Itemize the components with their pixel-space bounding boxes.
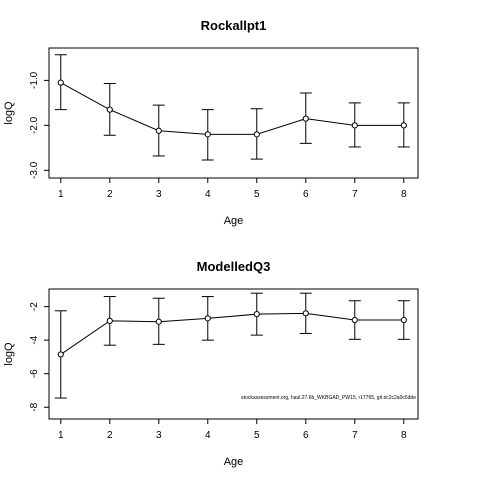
- data-point: [155, 127, 162, 134]
- y-tick-label: -2: [29, 302, 40, 311]
- y-tick-label: -2.0: [29, 116, 40, 134]
- x-tick-label: 1: [58, 430, 64, 441]
- data-point: [302, 115, 309, 122]
- data-point: [253, 311, 260, 318]
- x-tick-label: 4: [205, 189, 211, 200]
- series-line: [60, 82, 404, 135]
- y-tick-label: -6: [29, 369, 40, 378]
- x-tick-label: 4: [205, 430, 211, 441]
- x-tick-label: 8: [401, 430, 407, 441]
- x-tick-label: 5: [254, 430, 260, 441]
- y-axis-label: logQ: [3, 342, 15, 366]
- chart-title: Rockallpt1: [201, 18, 267, 33]
- plot-frame: [48, 288, 419, 420]
- data-point: [204, 315, 211, 322]
- data-point: [302, 310, 309, 317]
- source-annotation: stockassessment.org, haul.27.6b_WKBGAD_P…: [241, 395, 416, 401]
- data-point: [400, 316, 407, 324]
- x-tick-label: 1: [58, 189, 64, 200]
- x-tick-label: 3: [156, 189, 162, 200]
- series-line: [60, 312, 404, 355]
- x-axis-label: Age: [224, 456, 244, 468]
- x-tick-label: 2: [107, 189, 113, 200]
- data-point: [106, 106, 113, 113]
- chart-panel-1: Rockallpt1 1 2 3 4 5 6 7 8 Age -3.0 -2.0 -1.0 logQ: [3, 18, 419, 227]
- x-tick-label: 7: [352, 189, 358, 200]
- y-tick-label: -3.0: [29, 161, 40, 179]
- y-tick-label: -8: [29, 402, 40, 411]
- y-tick-label: -4: [29, 335, 40, 344]
- data-point: [57, 351, 64, 358]
- x-tick-label: 6: [303, 430, 309, 441]
- plot-frame: [48, 47, 419, 179]
- x-tick-label: 3: [156, 430, 162, 441]
- data-point: [400, 122, 407, 129]
- x-tick-label: 2: [107, 430, 113, 441]
- y-axis-label: logQ: [3, 101, 15, 125]
- data-point: [57, 79, 64, 86]
- x-tick-label: 7: [352, 430, 358, 441]
- chart-panel-2: ModelledQ3 1 2 3 4 5 6 7 8 Age -8 -6 -4 -2 logQ stockas…: [3, 259, 419, 468]
- data-point: [155, 318, 162, 325]
- y-tick-label: -1.0: [29, 71, 40, 89]
- x-tick-label: 5: [254, 189, 260, 200]
- data-point: [253, 131, 260, 138]
- data-point: [204, 131, 211, 138]
- data-point: [106, 317, 113, 324]
- x-tick-label: 6: [303, 189, 309, 200]
- data-point: [351, 316, 358, 324]
- x-axis-label: Age: [224, 215, 244, 227]
- chart-title: ModelledQ3: [197, 259, 271, 274]
- data-point: [351, 122, 358, 129]
- x-tick-label: 8: [401, 189, 407, 200]
